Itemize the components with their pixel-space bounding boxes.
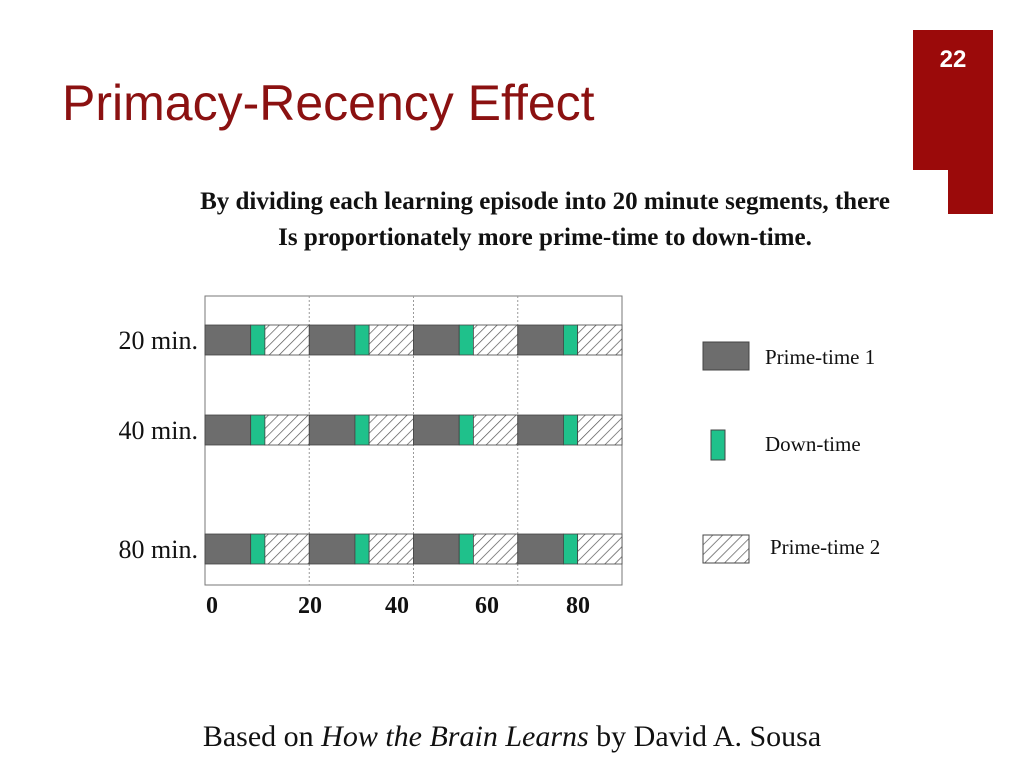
bar-segment-prime2: [264, 414, 310, 446]
bar-segment-prime2: [368, 324, 414, 356]
bar-row: [204, 414, 623, 446]
bar-segment-down: [458, 414, 474, 446]
legend-swatch: [702, 534, 750, 564]
slide-number: 22: [939, 46, 967, 73]
legend-item-prime1: Prime-time 1: [702, 341, 875, 371]
bar-segment-prime1: [413, 414, 460, 446]
bar-segment-down: [563, 414, 579, 446]
legend-label: Prime-time 1: [765, 345, 875, 369]
bar-segment-prime2: [577, 324, 623, 356]
accent-bar: [913, 30, 993, 170]
bar-segment-down: [354, 533, 370, 565]
bar-segment-down: [563, 533, 579, 565]
legend-item-prime2: Prime-time 2: [702, 534, 880, 564]
bar-segment-prime2: [472, 414, 519, 446]
caption-prefix: Based on: [202, 720, 322, 753]
bar-segment-prime2: [264, 533, 310, 565]
bar-segment-down: [250, 324, 266, 356]
bar-segment-prime1: [517, 324, 564, 356]
bar-segment-prime1: [413, 324, 460, 356]
x-tick-label: 20: [298, 593, 322, 619]
bar-segment-prime2: [368, 533, 414, 565]
slide-title: Primacy-Recency Effect: [62, 75, 595, 131]
category-label: 40 min.: [119, 416, 198, 445]
bar-segment-down: [250, 414, 266, 446]
caption-book-title: How the Brain Learns: [321, 720, 589, 753]
bar-segment-prime1: [308, 414, 356, 446]
bar-segment-down: [354, 414, 370, 446]
bar-segment-prime1: [517, 533, 564, 565]
caption-suffix: by David A. Sousa: [588, 720, 822, 753]
bar-segment-prime1: [308, 324, 356, 356]
legend-item-down: Down-time: [710, 429, 861, 461]
bar-segment-prime2: [264, 324, 310, 356]
x-tick-label: 0: [206, 593, 218, 619]
bar-segment-down: [458, 324, 474, 356]
bar-segment-prime2: [577, 533, 623, 565]
bar-segment-prime2: [368, 414, 414, 446]
bar-segment-prime1: [204, 414, 252, 446]
bar-row: [204, 324, 623, 356]
x-tick-label: 80: [566, 593, 590, 619]
bar-segment-prime2: [577, 414, 623, 446]
slide-subtitle: By dividing each learning episode into 2…: [120, 184, 970, 256]
bar-segment-prime1: [308, 533, 356, 565]
bar-segment-prime1: [204, 533, 252, 565]
legend-swatch: [702, 341, 750, 371]
bar-row: [204, 533, 623, 565]
bar-segment-prime1: [413, 533, 460, 565]
bar-segment-prime1: [517, 414, 564, 446]
subtitle-line-2: Is proportionately more prime-time to do…: [278, 224, 812, 251]
source-caption: Based on How the Brain Learns by David A…: [0, 720, 1024, 754]
bar-segment-down: [354, 324, 370, 356]
bar-segment-prime2: [472, 533, 519, 565]
bar-segment-down: [250, 533, 266, 565]
legend-label: Down-time: [765, 432, 861, 456]
category-label: 80 min.: [119, 535, 198, 564]
x-tick-label: 40: [385, 593, 409, 619]
bar-segment-prime1: [204, 324, 252, 356]
bar-segment-down: [563, 324, 579, 356]
bar-segment-down: [458, 533, 474, 565]
legend-label: Prime-time 2: [770, 535, 880, 559]
subtitle-line-1: By dividing each learning episode into 2…: [200, 188, 890, 215]
legend-swatch: [710, 429, 726, 461]
accent-bar-extension: [948, 170, 993, 214]
bar-segment-prime2: [472, 324, 519, 356]
category-label: 20 min.: [119, 326, 198, 355]
x-tick-label: 60: [475, 593, 499, 619]
